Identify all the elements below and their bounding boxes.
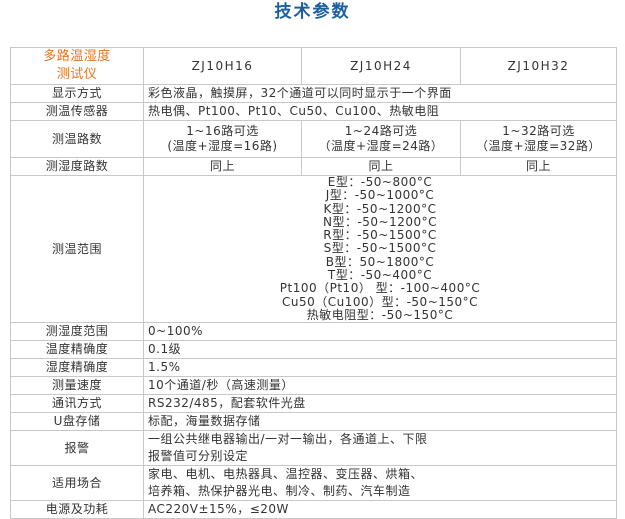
table-row: 显示方式 彩色液晶，触摸屏，32个通道可以同时显示于一个界面	[10, 84, 617, 103]
row-value: 一组公共继电器输出/一对一输出，各通道上、下限 报警值可分别设定	[143, 430, 617, 467]
table-row: 电源及功耗 AC220V±15%，≤20W	[10, 500, 617, 519]
row-label: 温度精确度	[10, 340, 144, 360]
row-label: 测温范围	[10, 174, 144, 324]
row-label: 测湿度范围	[10, 322, 144, 342]
row-value: 1~32路可选 （温度+湿度=32路）	[460, 120, 617, 158]
row-label: 测量速度	[10, 376, 144, 396]
row-label: 显示方式	[10, 84, 144, 103]
row-value: 1~16路可选 (温度+湿度=16路)	[143, 120, 302, 158]
row-label: 测温传感器	[10, 102, 144, 121]
row-label: 通讯方式	[10, 394, 144, 414]
temp-range-line: E型：-50~800°C	[327, 175, 433, 189]
temp-range-line: K型：-50~1200°C	[323, 201, 437, 216]
row-label: 电源及功耗	[10, 500, 144, 519]
table-row: 测温传感器 热电偶、Pt100、Pt10、Cu50、Cu100、热敏电阻	[10, 102, 617, 121]
temp-range-line: 热敏电阻型：-50~150°C	[306, 307, 454, 322]
temp-range-line: J型：-50~1000°C	[325, 188, 435, 203]
model-header: ZJ10H24	[301, 47, 461, 85]
value-line: 培养箱、热保护器光电、制冷、制药、汽车制造	[148, 484, 411, 499]
spec-table: 多路温湿度测试仪 ZJ10H16 ZJ10H24 ZJ10H32 显示方式 彩色液…	[10, 47, 617, 519]
value-line: （温度+湿度=24路）	[318, 139, 444, 153]
row-value: 10个通道/秒（高速测量）	[143, 376, 617, 396]
row-value: AC220V±15%，≤20W	[143, 500, 617, 519]
row-label: 湿度精确度	[10, 358, 144, 378]
row-value: 0~100%	[143, 322, 617, 342]
product-name-line2: 测试仪	[56, 67, 98, 82]
value-line: 一组公共继电器输出/一对一输出，各通道上、下限	[148, 432, 428, 447]
temp-range-line: B型：50~1800°C	[325, 254, 435, 269]
row-label: 报警	[10, 430, 144, 467]
row-value: 热电偶、Pt100、Pt10、Cu50、Cu100、热敏电阻	[143, 102, 617, 121]
row-label: 测湿度路数	[10, 157, 144, 176]
row-value: 家电、电机、电热器具、温控器、变压器、烘箱、 培养箱、热保护器光电、制冷、制药、汽…	[143, 465, 617, 502]
model-header: ZJ10H32	[460, 47, 617, 85]
value-line: 家电、电机、电热器具、温控器、变压器、烘箱、	[148, 467, 424, 482]
table-row: 报警 一组公共继电器输出/一对一输出，各通道上、下限 报警值可分别设定	[10, 430, 617, 467]
table-row: 测湿度范围 0~100%	[10, 322, 617, 342]
product-name-line1: 多路温湿度	[43, 49, 111, 64]
value-line: (温度+湿度=16路)	[167, 139, 278, 153]
row-label: U盘存储	[10, 412, 144, 432]
row-value: 同上	[143, 157, 302, 176]
value-line: 1~16路可选	[186, 124, 259, 138]
row-value: 同上	[301, 157, 461, 176]
table-row: 湿度精确度 1.5%	[10, 358, 617, 378]
row-value: 0.1级	[143, 340, 617, 360]
value-line: 1~32路可选	[502, 124, 575, 138]
value-line: 1~24路可选	[344, 124, 418, 138]
temp-range-line: N型：-50~1200°C	[322, 214, 438, 229]
table-row: 适用场合 家电、电机、电热器具、温控器、变压器、烘箱、 培养箱、热保护器光电、制冷…	[10, 465, 617, 502]
table-row: 测温范围 E型：-50~800°C J型：-50~1000°C K型：-50~120…	[10, 174, 617, 324]
value-line: 报警值可分别设定	[148, 449, 249, 464]
row-value: RS232/485，配套软件光盘	[143, 394, 617, 414]
table-row: U盘存储 标配，海量数据存储	[10, 412, 617, 432]
table-row: 测湿度路数 同上 同上 同上	[10, 157, 617, 176]
row-label: 适用场合	[10, 465, 144, 502]
temp-range-line: S型：-50~1500°C	[323, 241, 437, 256]
table-row: 温度精确度 0.1级	[10, 340, 617, 360]
table-row: 通讯方式 RS232/485，配套软件光盘	[10, 394, 617, 414]
row-value: 彩色液晶，触摸屏，32个通道可以同时显示于一个界面	[143, 84, 617, 103]
product-name-cell: 多路温湿度 测试仪	[10, 47, 144, 85]
temp-range-line: Pt100（Pt10） 型：-100~400°C	[279, 281, 481, 296]
temp-range-line: Cu50（Cu100）型：-50~150°C	[281, 294, 479, 309]
model-header: ZJ10H16	[143, 47, 302, 85]
value-line: （温度+湿度=32路）	[476, 139, 601, 153]
row-value: 1~24路可选 （温度+湿度=24路）	[301, 120, 461, 158]
table-header-row: 多路温湿度测试仪 ZJ10H16 ZJ10H24 ZJ10H32	[10, 47, 617, 85]
row-value: 同上	[460, 157, 617, 176]
row-value: 标配，海量数据存储	[143, 412, 617, 432]
table-row: 测量速度 10个通道/秒（高速测量）	[10, 376, 617, 396]
row-value: E型：-50~800°C J型：-50~1000°C K型：-50~1200°C N型…	[143, 174, 617, 324]
page-title: 技术参数	[274, 2, 351, 22]
temp-range-line: R型：-50~1500°C	[323, 228, 437, 243]
temp-range-line: T型：-50~400°C	[327, 268, 433, 283]
row-value: 1.5%	[143, 358, 617, 378]
row-label: 测温路数	[10, 120, 144, 158]
table-row: 测温路数 1~16路可选 (温度+湿度=16路) 1~24路可选 （温度+湿度=24…	[10, 120, 617, 158]
